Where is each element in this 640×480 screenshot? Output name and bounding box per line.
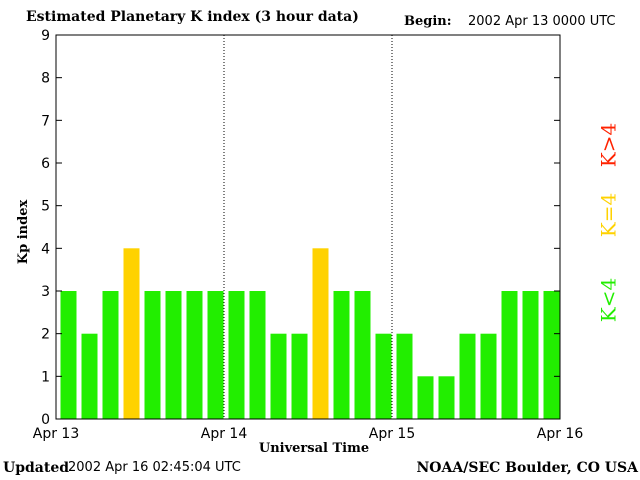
kp-bar	[228, 291, 245, 419]
kp-bar	[543, 291, 560, 419]
y-tick-label: 3	[41, 284, 50, 300]
x-axis-title: Universal Time	[259, 441, 369, 456]
kp-bar	[312, 248, 329, 419]
kp-bar	[354, 291, 371, 419]
y-tick-label: 5	[41, 199, 50, 215]
kp-bar	[333, 291, 350, 419]
kp-bar	[375, 333, 392, 419]
kp-bar	[186, 291, 203, 419]
kp-bar	[480, 333, 497, 419]
y-tick-label: 2	[41, 327, 50, 343]
updated-label: Updated	[3, 460, 70, 476]
y-tick-label: 9	[41, 28, 50, 44]
kp-bar	[144, 291, 161, 419]
y-tick-label: 7	[41, 113, 50, 129]
x-tick-label: Apr 13	[33, 426, 79, 442]
kp-bar	[81, 333, 98, 419]
kp-bar	[270, 333, 287, 419]
credit: NOAA/SEC Boulder, CO USA	[416, 460, 639, 476]
kp-bar	[165, 291, 182, 419]
updated-value: 2002 Apr 16 02:45:04 UTC	[68, 460, 241, 475]
kp-bar	[459, 333, 476, 419]
kp-bar	[249, 291, 266, 419]
kp-bar	[291, 333, 308, 419]
y-tick-label: 6	[41, 156, 50, 172]
kp-bar	[417, 376, 434, 419]
kp-bar	[522, 291, 539, 419]
legend-item: K>4	[597, 123, 621, 167]
kp-bar	[60, 291, 77, 419]
plot-frame	[55, 34, 561, 420]
y-tick-label: 4	[41, 241, 50, 257]
kp-bar	[438, 376, 455, 419]
kp-bar	[123, 248, 140, 419]
kp-bar	[396, 333, 413, 419]
x-tick-label: Apr 16	[537, 426, 584, 442]
chart-title: Estimated Planetary K index (3 hour data…	[26, 9, 359, 25]
kp-bar	[102, 291, 119, 419]
legend-item: K<4	[597, 278, 621, 322]
legend-item: K=4	[597, 193, 621, 237]
kp-bar	[207, 291, 224, 419]
kp-bar	[501, 291, 518, 419]
y-tick-label: 0	[41, 412, 50, 428]
x-tick-label: Apr 15	[369, 426, 415, 442]
y-tick-label: 8	[41, 71, 50, 87]
y-axis-title: Kp index	[16, 200, 31, 265]
begin-label: Begin:	[404, 14, 452, 29]
y-tick-label: 1	[41, 369, 50, 385]
begin-value: 2002 Apr 13 0000 UTC	[468, 14, 616, 29]
x-tick-label: Apr 14	[201, 426, 248, 442]
